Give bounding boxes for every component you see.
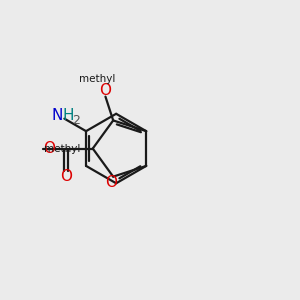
Text: H: H xyxy=(63,108,74,123)
Text: N: N xyxy=(52,108,63,123)
Text: O: O xyxy=(43,141,55,156)
Text: O: O xyxy=(60,169,72,184)
Text: methyl: methyl xyxy=(44,143,81,154)
Text: 2: 2 xyxy=(73,114,80,127)
Text: O: O xyxy=(105,175,117,190)
Text: O: O xyxy=(100,82,112,98)
Text: methyl: methyl xyxy=(79,74,116,84)
